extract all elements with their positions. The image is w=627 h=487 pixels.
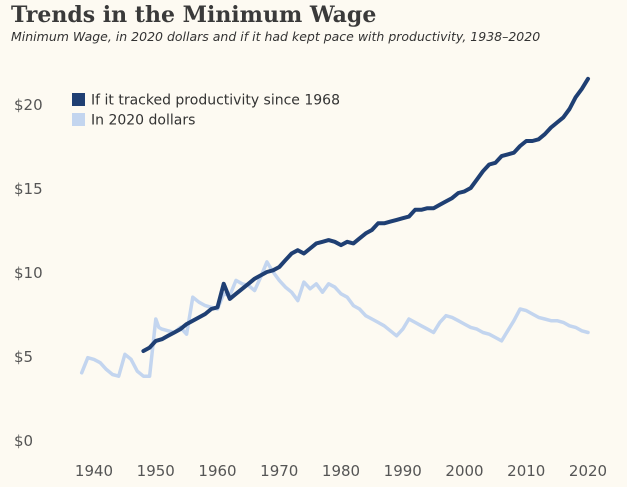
x-tick-label: 1940 (75, 462, 113, 480)
x-tick-label: 1950 (137, 462, 175, 480)
legend-swatch (72, 93, 85, 106)
y-tick-label: $5 (14, 348, 33, 366)
legend-swatch (72, 113, 85, 126)
y-tick-label: $10 (14, 264, 43, 282)
series-line-0 (141, 76, 590, 353)
x-tick-label: 1980 (322, 462, 360, 480)
chart-title: Trends in the Minimum Wage (11, 2, 377, 28)
x-tick-label: 2010 (507, 462, 545, 480)
x-tick-label: 1990 (384, 462, 422, 480)
x-tick-label: 1970 (260, 462, 298, 480)
x-tick-label: 1960 (198, 462, 236, 480)
y-tick-label: $15 (14, 180, 43, 198)
legend-label: In 2020 dollars (91, 113, 195, 129)
x-tick-label: 2020 (569, 462, 607, 480)
legend-label: If it tracked productivity since 1968 (91, 93, 340, 109)
y-tick-label: $0 (14, 432, 33, 450)
y-tick-label: $20 (14, 96, 43, 114)
series-line-1 (79, 260, 590, 378)
chart-subtitle: Minimum Wage, in 2020 dollars and if it … (11, 29, 541, 44)
x-tick-label: 2000 (445, 462, 483, 480)
